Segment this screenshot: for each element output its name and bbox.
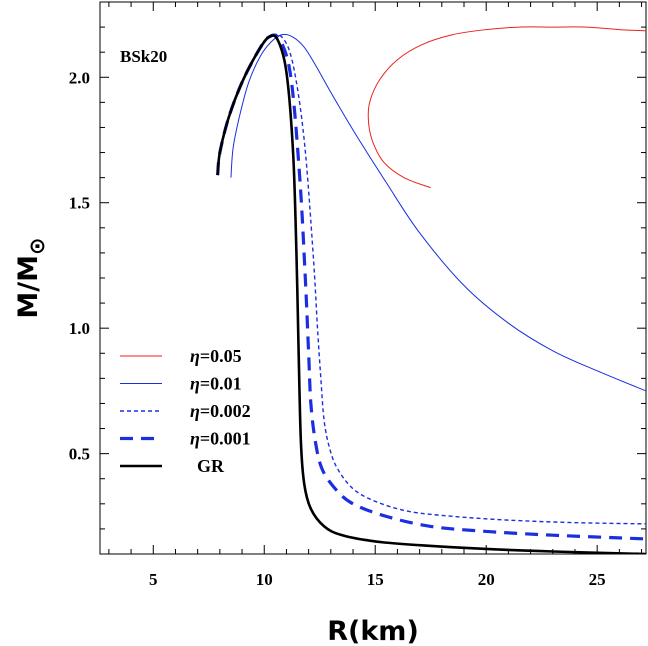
x-tick-label: 5 [149,570,158,589]
legend-label-greek: η [190,401,200,421]
legend-label-value: =0.01 [200,374,242,394]
legend-label-0: η=0.05 [190,346,242,366]
legend-label-value: =0.002 [200,401,251,421]
legend-label-3: η=0.001 [190,429,251,449]
y-tick-label: 1.0 [69,319,90,338]
y-tick-label: 1.5 [69,194,90,213]
x-axis-title: R(km) [327,616,419,646]
x-tick-label: 10 [256,570,273,589]
plot-border [99,1,647,555]
x-tick-label: 15 [367,570,384,589]
y-axis-ticks: 0.5 1.0 1.5 2.0 [69,26,646,555]
x-tick-label: 20 [478,570,495,589]
legend-label-greek: η [190,429,200,449]
legend-label-value: =0.05 [200,346,242,366]
curves [216,26,646,554]
x-axis-ticks: 5 10 15 20 25 [108,2,643,589]
series-line-1 [230,33,646,392]
y-axis-title: M/M⊙ [13,237,49,318]
y-axis-title-main: M/M [13,255,44,319]
x-tick-label: 25 [589,570,606,589]
y-axis-title-sub: ⊙ [25,237,49,255]
series-line-2 [216,33,646,525]
series-line-0 [367,26,646,189]
plot-frame [99,1,647,555]
series-line-3 [216,33,646,541]
legend-label-value: =0.001 [200,429,251,449]
legend-label-greek: η [190,374,200,394]
legend-label-4: GR [197,456,225,476]
y-tick-label: 2.0 [69,68,90,87]
y-tick-label: 0.5 [69,445,90,464]
series-line-4 [216,34,646,554]
svg-text:M/M⊙: M/M⊙ [13,237,49,318]
panel-label: BSk20 [120,47,167,66]
legend-label-2: η=0.002 [190,401,251,421]
legend-label-1: η=0.01 [190,374,242,394]
legend-label-greek: η [190,346,200,366]
